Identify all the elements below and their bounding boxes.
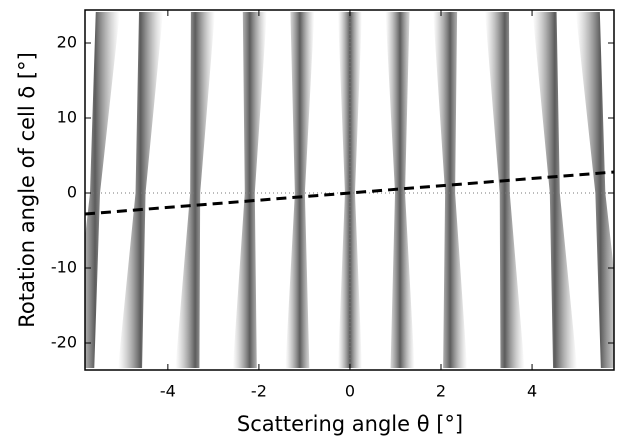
streak xyxy=(85,12,120,368)
y-tick-label: -20 xyxy=(51,333,77,352)
x-tick-label: 2 xyxy=(436,382,446,401)
y-tick-label: 10 xyxy=(57,108,77,127)
x-tick-label: 0 xyxy=(345,382,355,401)
y-tick-label: 0 xyxy=(67,183,77,202)
x-tick-label: -4 xyxy=(160,382,176,401)
y-tick-label: 20 xyxy=(57,33,77,52)
x-tick-label: 4 xyxy=(527,382,537,401)
x-axis-label: Scattering angle θ [°] xyxy=(237,412,463,436)
streak xyxy=(385,12,415,368)
streak xyxy=(285,12,315,368)
streak xyxy=(175,12,215,368)
plot-area xyxy=(85,10,614,370)
streak xyxy=(232,12,267,368)
streak xyxy=(433,12,468,368)
streak xyxy=(485,12,525,368)
streak xyxy=(118,12,164,368)
y-axis-label: Rotation angle of cell δ [°] xyxy=(15,52,39,328)
x-tick-label: -2 xyxy=(251,382,267,401)
fit-line xyxy=(85,170,614,216)
streak xyxy=(532,12,578,368)
y-tick-label: -10 xyxy=(51,258,77,277)
streak xyxy=(575,12,614,368)
